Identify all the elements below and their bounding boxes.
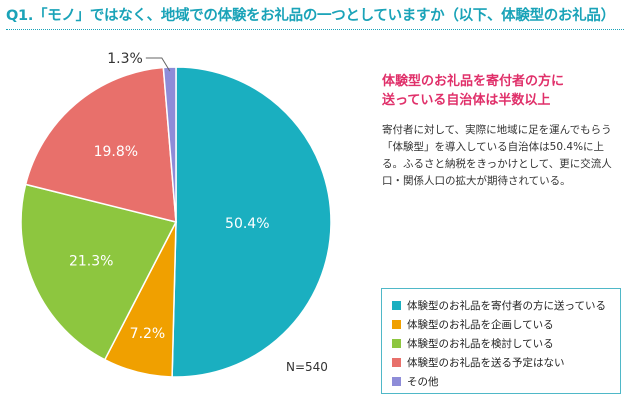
slice-leader-line — [145, 57, 171, 72]
legend-item: 体験型のお礼品を寄付者の方に送っている — [392, 296, 620, 315]
legend-item: 体験型のお礼品を検討している — [392, 334, 620, 353]
headline-line-1: 体験型のお礼品を寄付者の方に — [382, 74, 565, 89]
question-title: Q1.「モノ」ではなく、地域での体験をお礼品の一つとしていますか（以下、体験型の… — [6, 8, 615, 24]
legend: 体験型のお礼品を寄付者の方に送っている 体験型のお礼品を企画している 体験型のお… — [381, 288, 621, 394]
legend-label: 体験型のお礼品を寄付者の方に送っている — [407, 300, 606, 312]
legend-swatch — [392, 377, 401, 386]
pie-slice — [20, 183, 178, 361]
headline-line-2: 送っている自治体は半数以上 — [382, 93, 551, 108]
description-text: 寄付者に対して、実際に地域に足を運んでもらう「体験型」を導入している自治体は50… — [382, 124, 612, 187]
headline: 体験型のお礼品を寄付者の方に 送っている自治体は半数以上 — [382, 72, 622, 110]
legend-label: 体験型のお礼品を検討している — [407, 338, 554, 350]
pie-chart: 50.4% 7.2% 21.3% 19.8% 1.3% — [20, 51, 332, 378]
legend-swatch — [392, 339, 401, 348]
legend-item: その他 — [392, 372, 620, 391]
legend-swatch — [392, 301, 401, 310]
legend-swatch — [392, 320, 401, 329]
pie-slice — [171, 66, 332, 378]
slice-label: 19.8% — [94, 144, 138, 160]
title-divider — [6, 29, 624, 30]
slice-label: 50.4% — [225, 216, 269, 232]
slice-label: 1.3% — [107, 51, 143, 67]
legend-label: その他 — [407, 376, 439, 388]
legend-label: 体験型のお礼品を送る予定はない — [407, 357, 565, 369]
legend-label: 体験型のお礼品を企画している — [407, 319, 554, 331]
legend-swatch — [392, 358, 401, 367]
sample-size-label: N=540 — [286, 360, 328, 374]
pie-slice — [24, 66, 177, 223]
legend-item: 体験型のお礼品を企画している — [392, 315, 620, 334]
legend-item: 体験型のお礼品を送る予定はない — [392, 353, 620, 372]
pie-slice — [162, 66, 177, 223]
slice-label: 21.3% — [69, 253, 113, 269]
slice-label: 7.2% — [130, 326, 166, 342]
